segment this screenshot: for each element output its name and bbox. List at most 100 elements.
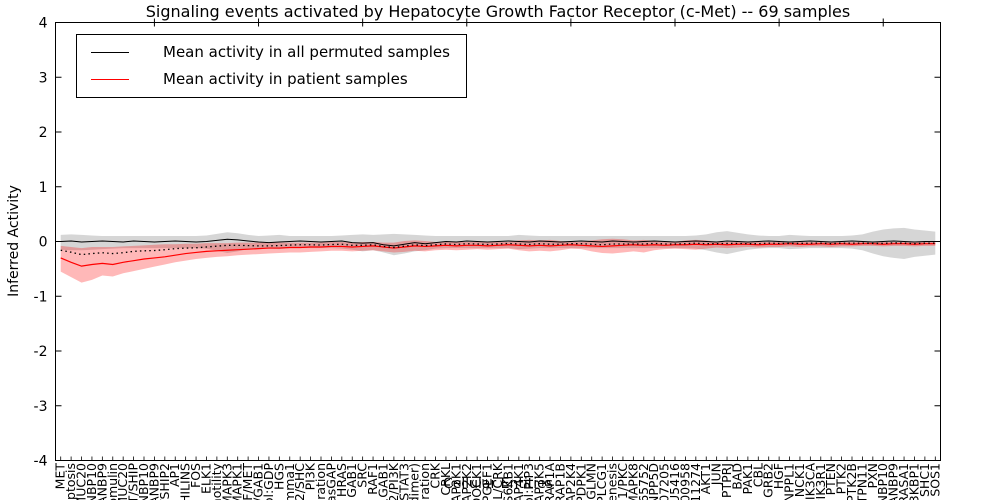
x-tick-label: INPPL1 [782, 463, 797, 500]
x-tick-label: SRC [355, 463, 370, 488]
x-tick-label: cell migration [313, 463, 328, 500]
x-tick-label: GRB2/SHC [292, 463, 307, 500]
x-tick-label: DOCK1 [469, 463, 484, 500]
y-tick-label: -1 [34, 289, 48, 305]
x-tick-label: SHP2/GRB2/SOS1GAB1 [375, 463, 390, 500]
x-tick-label: PXN [865, 463, 880, 488]
x-tick-label: PTK2B [844, 463, 859, 500]
patient-band [60, 238, 936, 283]
x-tick-label: SOS1 [927, 463, 942, 497]
x-tick-label: cell morphogenesis [605, 463, 620, 500]
x-tick-label: mol:GDP [261, 463, 276, 500]
x-tick-label: HGF/MET/SHIP [126, 463, 141, 500]
y-axis-label: Inferred Activity [6, 185, 22, 297]
x-tick-label: HGF/MET/MUC20 [115, 463, 130, 500]
x-tick-label: apoptosis [63, 463, 78, 500]
x-tick-label: HGS [271, 463, 286, 490]
x-tick-label: STAT3 (dimer) [407, 463, 422, 500]
x-tick-label: NCK/PLCgamma1 [282, 463, 297, 500]
patient-mean-line [60, 243, 936, 267]
chart-title: Signaling events activated by Hepatocyte… [145, 2, 851, 21]
x-tick-label: PIK3CA [802, 463, 817, 500]
x-tick-label: PTPRJ [719, 463, 734, 498]
permuted-band [60, 227, 936, 260]
x-tick-label: RANBP10 [875, 463, 890, 500]
x-tick-label: GO:0007205 [657, 463, 672, 500]
x-tick-label: HGF/MET [240, 463, 255, 500]
legend-label-permuted: Mean activity in all permuted samples [163, 43, 450, 61]
x-tick-label: RAP1A [542, 463, 557, 500]
x-tick-label: MAP3K5 [532, 463, 547, 500]
x-tick-label: mol:PIP3 [521, 463, 536, 500]
x-tick-label: PDPK1 [573, 463, 588, 500]
x-tick-label: cell motility [209, 462, 224, 500]
marker-dots-trace [60, 242, 936, 256]
x-tick-label: HRAS [334, 463, 349, 497]
y-tick-label: -2 [34, 344, 48, 360]
x-tick-label: EntrezGene:200958 [677, 463, 692, 500]
x-tick-label: HGF/MET/SHIP2 [157, 463, 172, 500]
x-tick-label: PLCgamma1/PKC [615, 463, 630, 500]
legend-line-permuted [91, 51, 129, 53]
x-tick-label: CRK [428, 462, 443, 488]
x-tick-label: PIK3R1 [813, 463, 828, 500]
x-tick-label: RPS6KB1 [500, 463, 515, 500]
x-tick-label: mol:PHA665752 [636, 463, 651, 500]
x-tick-label: CBL [750, 463, 765, 487]
y-tick-label: 1 [39, 180, 48, 196]
x-tick-label: MET/Glomulin [105, 463, 120, 500]
x-tick-label: SHP2/GRB2/SOS1/GAB1 [251, 463, 266, 500]
x-tick-label: MAPK1 [230, 463, 245, 500]
y-tick-label: -3 [34, 399, 48, 415]
x-tick-label: RAF1 [365, 463, 380, 495]
x-tick-label: MAP2K1 [448, 463, 463, 500]
legend: Mean activity in all permuted samples Me… [76, 34, 467, 98]
x-tick-label: HGF/MET/RANBP10 [136, 463, 151, 500]
x-tick-label: MET/RANBP9 [94, 463, 109, 500]
x-tick-label: GAB1 [344, 463, 359, 498]
x-tick-label: CRKL [438, 463, 453, 496]
x-tick-label: HGF/MET/Paxillin/FAK1/FAK12/RasGAP [323, 463, 338, 500]
x-tick-label: MAPK3 [219, 463, 234, 500]
x-tick-label: HGF/MET/RANBP9 [146, 463, 161, 500]
permuted-mean-line [60, 238, 936, 247]
x-tick-label: PTK2 [834, 463, 849, 494]
y-tick-label: 3 [39, 70, 48, 86]
x-tick-label: SH3KBP1 [906, 463, 921, 500]
x-tick-label: HGF [771, 463, 786, 489]
x-tick-label: JUN [709, 463, 724, 486]
x-tick-label: MAPK8 [625, 463, 640, 500]
x-tick-label: mol:SU5416 [667, 463, 682, 500]
x-tick-label: RANBP9 [886, 463, 901, 500]
x-axis-label: Cellular Entities [442, 476, 554, 492]
x-tick-label: ELK1 [198, 463, 213, 494]
x-tick-label: GAB1/CRKL/SHP2/PI3K [386, 462, 401, 500]
x-tick-label: PTPN11 [854, 463, 869, 500]
legend-line-patient [91, 78, 129, 80]
x-tick-label: MAP2K4 [563, 463, 578, 500]
x-tick-label: NCK1 [792, 463, 807, 497]
x-tick-label: BAD [729, 463, 744, 490]
x-tick-label: AP1 [167, 463, 182, 487]
x-tick-label: INPP5D [646, 463, 661, 500]
y-tick-label: 2 [39, 125, 48, 141]
x-tick-label: PLCG1 [594, 463, 609, 500]
x-tick-label: mol:SU11274 [688, 463, 703, 500]
x-tick-label: cell proliferation [417, 463, 432, 500]
x-tick-label: MET/MUC20 [74, 463, 89, 500]
x-tick-label: PI3K [303, 462, 318, 490]
x-tick-label: MET [53, 463, 68, 490]
x-tick-label: AKT1 [698, 463, 713, 494]
x-tick-label: CBL/CRK [490, 462, 505, 500]
x-tick-label: PAK1 [740, 463, 755, 494]
x-tick-label: STAT3 [396, 463, 411, 500]
legend-item-patient: Mean activity in patient samples [91, 70, 450, 88]
y-tick-label: 0 [39, 235, 48, 251]
x-tick-label: MAP4K1 [511, 463, 526, 500]
x-tick-label: RASA1 [896, 463, 911, 500]
x-tick-label: HGF/MET/CIN85/CBL/ENDOPHILINS [178, 463, 193, 500]
x-tick-label: RAP1B [552, 463, 567, 500]
legend-label-patient: Mean activity in patient samples [163, 70, 408, 88]
